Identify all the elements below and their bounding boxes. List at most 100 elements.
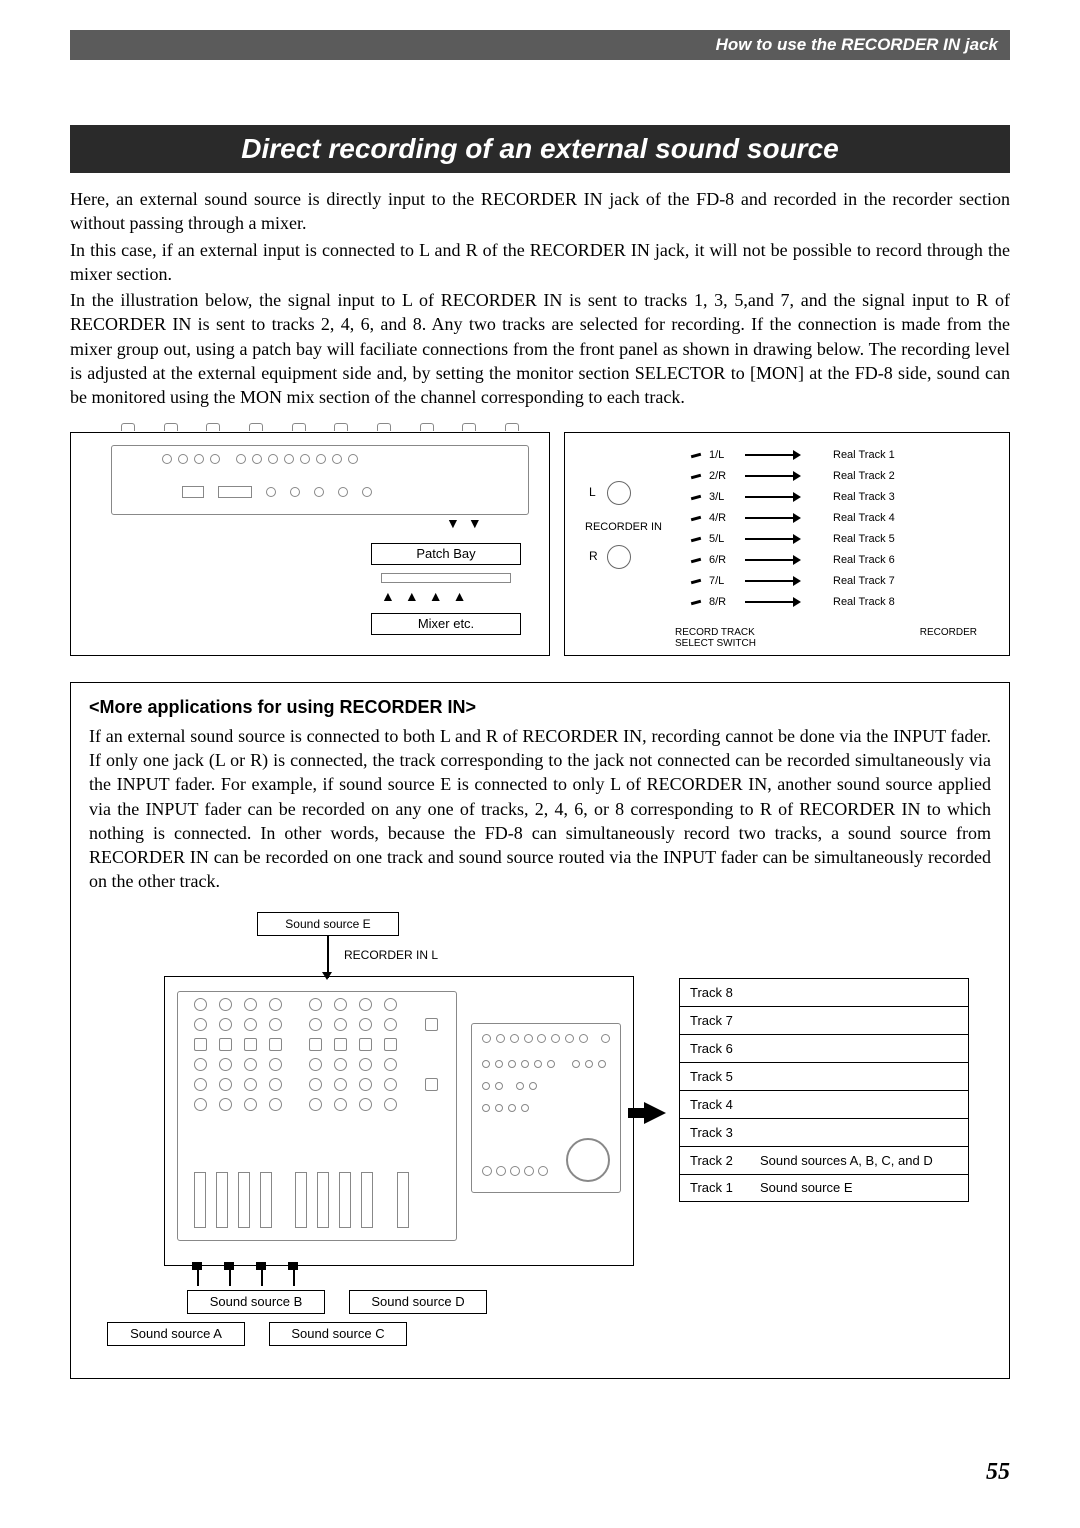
mixer-etc-box: Mixer etc. <box>371 613 521 635</box>
section-title: Direct recording of an external sound so… <box>70 125 1010 173</box>
track-name: Track 3 <box>690 1125 760 1140</box>
more-apps-heading: <More applications for using RECORDER IN… <box>89 697 991 718</box>
selector-label: 6/R <box>709 554 737 566</box>
arrow-icon <box>745 555 805 565</box>
track-label: Real Track 2 <box>833 470 895 482</box>
arrow-icon <box>745 471 805 481</box>
track-label: Real Track 8 <box>833 596 895 608</box>
track-row: Track 2Sound sources A, B, C, and D <box>679 1146 969 1174</box>
mixer-feet <box>121 423 519 433</box>
switch-icon <box>691 515 701 520</box>
arrow-icon <box>745 534 805 544</box>
switch-icon <box>691 494 701 499</box>
track-name: Track 2 <box>690 1153 760 1168</box>
patch-bay-box: Patch Bay <box>371 543 521 565</box>
recorder-in-label: RECORDER IN <box>585 521 662 533</box>
switch-icon <box>691 452 701 457</box>
selector-label: 5/L <box>709 533 737 545</box>
arrow-icon <box>745 492 805 502</box>
mixer-jacks <box>162 454 358 472</box>
track-content: Sound source E <box>760 1180 958 1195</box>
jack-l-icon <box>607 481 631 505</box>
body-text: Here, an external sound source is direct… <box>70 187 1010 410</box>
sound-source-b-box: Sound source B <box>187 1290 325 1314</box>
track-label: Real Track 3 <box>833 491 895 503</box>
selector-label: 8/R <box>709 596 737 608</box>
sound-source-a-box: Sound source A <box>107 1322 245 1346</box>
title-text: Direct recording of an external sound so… <box>241 133 838 164</box>
recorder-icon <box>471 1023 621 1193</box>
big-arrow-icon <box>644 1102 666 1124</box>
arrow-icon <box>745 576 805 586</box>
bottom-labels: RECORD TRACK SELECT SWITCH RECORDER <box>675 627 1001 649</box>
arrow-icon <box>745 513 805 523</box>
track-name: Track 1 <box>690 1180 760 1195</box>
mixer-icon <box>177 991 457 1241</box>
mixer-lower <box>182 486 372 498</box>
arrow-icon <box>745 597 805 607</box>
diagram-left-panel: ▼▼ Patch Bay ▲▲▲▲ Mixer etc. <box>70 432 550 656</box>
track-name: Track 7 <box>690 1013 760 1028</box>
track-row: Track 6 <box>679 1034 969 1062</box>
track-row: Track 3 <box>679 1118 969 1146</box>
route-row: 1/L Real Track 1 <box>675 445 1001 466</box>
route-row: 3/L Real Track 3 <box>675 487 1001 508</box>
selector-label: 7/L <box>709 575 737 587</box>
arrows-down-icon: ▼▼ <box>446 516 506 542</box>
header-text: How to use the RECORDER IN jack <box>716 35 998 54</box>
track-name: Track 6 <box>690 1041 760 1056</box>
page-header: How to use the RECORDER IN jack <box>70 30 1010 60</box>
switch-icon <box>691 578 701 583</box>
track-name: Track 8 <box>690 985 760 1000</box>
track-row: Track 4 <box>679 1090 969 1118</box>
route-row: 2/R Real Track 2 <box>675 466 1001 487</box>
diagram-signal-routing: ▼▼ Patch Bay ▲▲▲▲ Mixer etc. L RECORDER … <box>70 432 1010 656</box>
arrows-up-icon: ▲▲▲▲ <box>381 589 466 603</box>
arrow-icon <box>745 450 805 460</box>
switch-icon <box>691 473 701 478</box>
switch-icon <box>691 536 701 541</box>
paragraph-2: In this case, if an external input is co… <box>70 238 1010 287</box>
sound-source-c-box: Sound source C <box>269 1322 407 1346</box>
route-row: 5/L Real Track 5 <box>675 529 1001 550</box>
paragraph-3: In the illustration below, the signal in… <box>70 288 1010 409</box>
diagram-right-panel: L RECORDER IN R 1/L Real Track 1 2/R Real T… <box>564 432 1010 656</box>
route-row: 8/R Real Track 8 <box>675 592 1001 613</box>
selector-label: 2/R <box>709 470 737 482</box>
r-label: R <box>589 549 598 563</box>
selector-label: 3/L <box>709 491 737 503</box>
track-list: Track 8 Track 7 Track 6 Track 5 Track 4 Track… <box>679 978 969 1202</box>
route-row: 6/R Real Track 6 <box>675 550 1001 571</box>
track-row: Track 8 <box>679 978 969 1006</box>
track-row: Track 5 <box>679 1062 969 1090</box>
track-row: Track 1Sound source E <box>679 1174 969 1202</box>
selector-label: 1/L <box>709 449 737 461</box>
page-number: 55 <box>986 1459 1010 1486</box>
sound-source-e-box: Sound source E <box>257 912 399 936</box>
recorder-in-l-label: RECORDER IN L <box>344 948 438 962</box>
l-label: L <box>589 485 596 499</box>
jack-r-icon <box>607 545 631 569</box>
route-row: 4/RReal Track 4 <box>675 508 1001 529</box>
route-row: 7/L Real Track 7 <box>675 571 1001 592</box>
track-label: Real Track 6 <box>833 554 895 566</box>
track-row: Track 7 <box>679 1006 969 1034</box>
track-label: Real Track 5 <box>833 533 895 545</box>
track-label: Real Track 4 <box>833 512 895 524</box>
fd8-rear-panel <box>111 445 529 515</box>
more-apps-body: If an external sound source is connected… <box>89 724 991 894</box>
source-arrows <box>191 1268 361 1286</box>
d2-equipment-panel <box>164 976 634 1266</box>
track-name: Track 4 <box>690 1097 760 1112</box>
track-name: Track 5 <box>690 1069 760 1084</box>
sound-source-d-box: Sound source D <box>349 1290 487 1314</box>
track-content: Sound sources A, B, C, and D <box>760 1153 958 1168</box>
switch-icon <box>691 599 701 604</box>
diagram-multi-source: Sound source E RECORDER IN L <box>89 912 991 1352</box>
track-label: Real Track 7 <box>833 575 895 587</box>
recorder-label: RECORDER <box>775 627 1001 649</box>
track-label: Real Track 1 <box>833 449 895 461</box>
patch-connector <box>381 573 511 583</box>
more-applications-box: <More applications for using RECORDER IN… <box>70 682 1010 1379</box>
paragraph-1: Here, an external sound source is direct… <box>70 187 1010 236</box>
